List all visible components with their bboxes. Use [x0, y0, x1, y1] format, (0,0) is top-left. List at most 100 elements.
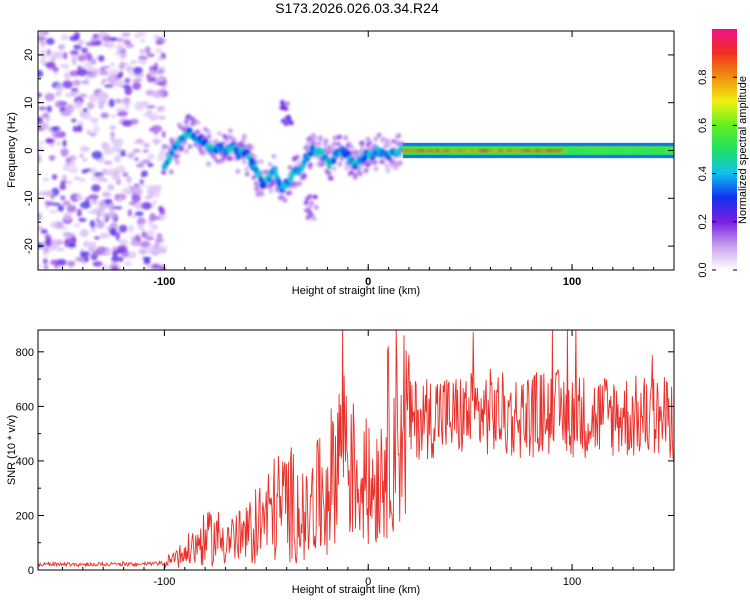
noise-blob	[106, 40, 115, 49]
halo-blob	[344, 165, 350, 171]
halo-blob	[268, 188, 274, 194]
noise-blob	[138, 249, 148, 255]
spectrogram-y-tick-label: 10	[23, 97, 35, 109]
noise-blob	[111, 174, 121, 182]
halo-blob	[327, 144, 333, 150]
colorbar-tick-label: 0.4	[697, 166, 709, 181]
secondary-blob	[309, 200, 315, 206]
noise-blob	[38, 106, 47, 111]
snr-x-axis-label: Height of straight line (km)	[292, 584, 420, 596]
noise-blob	[153, 62, 159, 72]
noise-blob	[157, 245, 166, 254]
noise-blob	[103, 147, 113, 156]
carrier-blob	[345, 150, 351, 157]
noise-blob	[128, 224, 134, 233]
noise-blob	[80, 251, 91, 257]
spectrogram-y-tick-label: 0	[23, 147, 35, 153]
noise-blob	[89, 132, 97, 137]
halo-blob	[224, 138, 230, 144]
halo-blob	[227, 134, 233, 140]
halo-blob	[202, 149, 208, 155]
colorbar-tick-label: 0.6	[697, 118, 709, 133]
noise-blob	[38, 116, 44, 125]
noise-blob	[102, 78, 107, 83]
noise-blob	[139, 48, 145, 55]
spectrogram-blobs	[38, 31, 405, 270]
noise-blob	[38, 226, 44, 230]
noise-blob	[70, 88, 79, 92]
noise-blob	[129, 235, 136, 240]
noise-blob	[95, 220, 105, 229]
noise-blob	[90, 117, 99, 125]
noise-blob	[63, 212, 72, 221]
noise-blob	[96, 68, 102, 73]
noise-blob	[62, 139, 67, 147]
halo-blob	[312, 135, 318, 141]
noise-blob	[108, 68, 119, 76]
noise-blob	[65, 161, 77, 168]
halo-blob	[216, 130, 222, 136]
noise-blob	[134, 157, 139, 162]
noise-blob	[137, 182, 146, 188]
halo-blob	[205, 161, 211, 167]
noise-blob	[79, 153, 84, 159]
noise-blob	[153, 128, 159, 136]
halo-blob	[372, 159, 378, 165]
noise-blob	[59, 182, 67, 191]
snr-y-axis-label: SNR (10 * v/v)	[6, 415, 18, 485]
noise-blob	[64, 76, 72, 80]
noise-blob	[122, 171, 129, 178]
halo-blob	[323, 138, 329, 144]
halo-blob	[271, 153, 277, 159]
noise-blob	[78, 93, 88, 98]
noise-blob	[127, 183, 132, 193]
colorbar-gradient	[712, 29, 737, 270]
chart-title: S173.2026.026.03.34.R24	[275, 0, 439, 16]
spectrogram-x-tick-label: 0	[365, 276, 371, 288]
noise-blob	[44, 117, 51, 122]
noise-blob	[44, 201, 54, 205]
snr-y-tick-label: 600	[16, 401, 34, 413]
secondary-blob	[283, 106, 289, 112]
noise-blob	[104, 198, 113, 205]
noise-blob	[133, 104, 142, 110]
noise-blob	[114, 193, 120, 201]
noise-blob	[86, 101, 95, 110]
halo-blob	[184, 123, 190, 129]
noise-blob	[139, 160, 145, 166]
noise-blob	[112, 250, 118, 258]
colorbar: 0.0 0.2 0.4 0.6 0.8 Normalized spectral ampl…	[697, 29, 749, 278]
noise-blob	[146, 73, 152, 79]
noise-blob	[81, 47, 89, 54]
noise-blob	[149, 212, 156, 222]
noise-blob	[147, 153, 155, 160]
halo-blob	[195, 120, 201, 126]
halo-blob	[294, 154, 300, 160]
snr-frame	[37, 329, 675, 571]
noise-blob	[71, 118, 77, 123]
noise-blob	[151, 202, 156, 208]
noise-blob	[132, 148, 141, 153]
noise-blob	[89, 219, 96, 228]
secondary-blob	[311, 216, 317, 222]
snr-marks	[38, 330, 674, 569]
noise-blob	[124, 261, 132, 267]
noise-blob	[44, 92, 55, 102]
noise-blob	[128, 68, 134, 77]
noise-blob	[111, 144, 122, 154]
halo-blob	[235, 168, 241, 174]
noise-blob	[121, 32, 131, 38]
carrier-blob	[331, 157, 337, 165]
noise-blob	[109, 125, 116, 131]
noise-blob	[119, 152, 127, 157]
noise-blob	[116, 37, 124, 43]
noise-blob	[126, 176, 132, 184]
halo-blob	[297, 180, 303, 186]
noise-blob	[125, 43, 135, 49]
noise-blob	[82, 240, 91, 248]
noise-blob	[55, 247, 66, 252]
halo-blob	[332, 135, 338, 141]
colorbar-tick-label: 0.8	[697, 70, 709, 85]
halo-blob	[287, 190, 293, 196]
